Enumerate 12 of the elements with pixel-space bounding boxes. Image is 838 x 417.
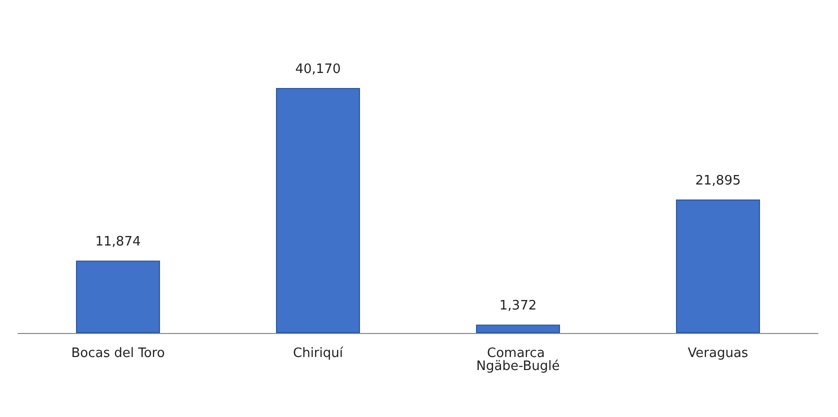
data-label: 40,170 — [295, 62, 341, 77]
x-tick-label: Comarca Ngäbe-Buglé — [476, 346, 560, 374]
bar — [276, 88, 360, 333]
data-label: 11,874 — [95, 234, 141, 250]
bar — [476, 324, 560, 333]
data-label: 21,895 — [695, 173, 741, 188]
bar — [676, 199, 760, 333]
data-label: 1,372 — [499, 298, 537, 314]
x-tick-label: Bocas del Toro — [71, 346, 165, 361]
x-tick-label: Chiriquí — [293, 346, 344, 361]
bar — [76, 260, 160, 333]
x-tick-label: Veraguas — [688, 346, 748, 361]
